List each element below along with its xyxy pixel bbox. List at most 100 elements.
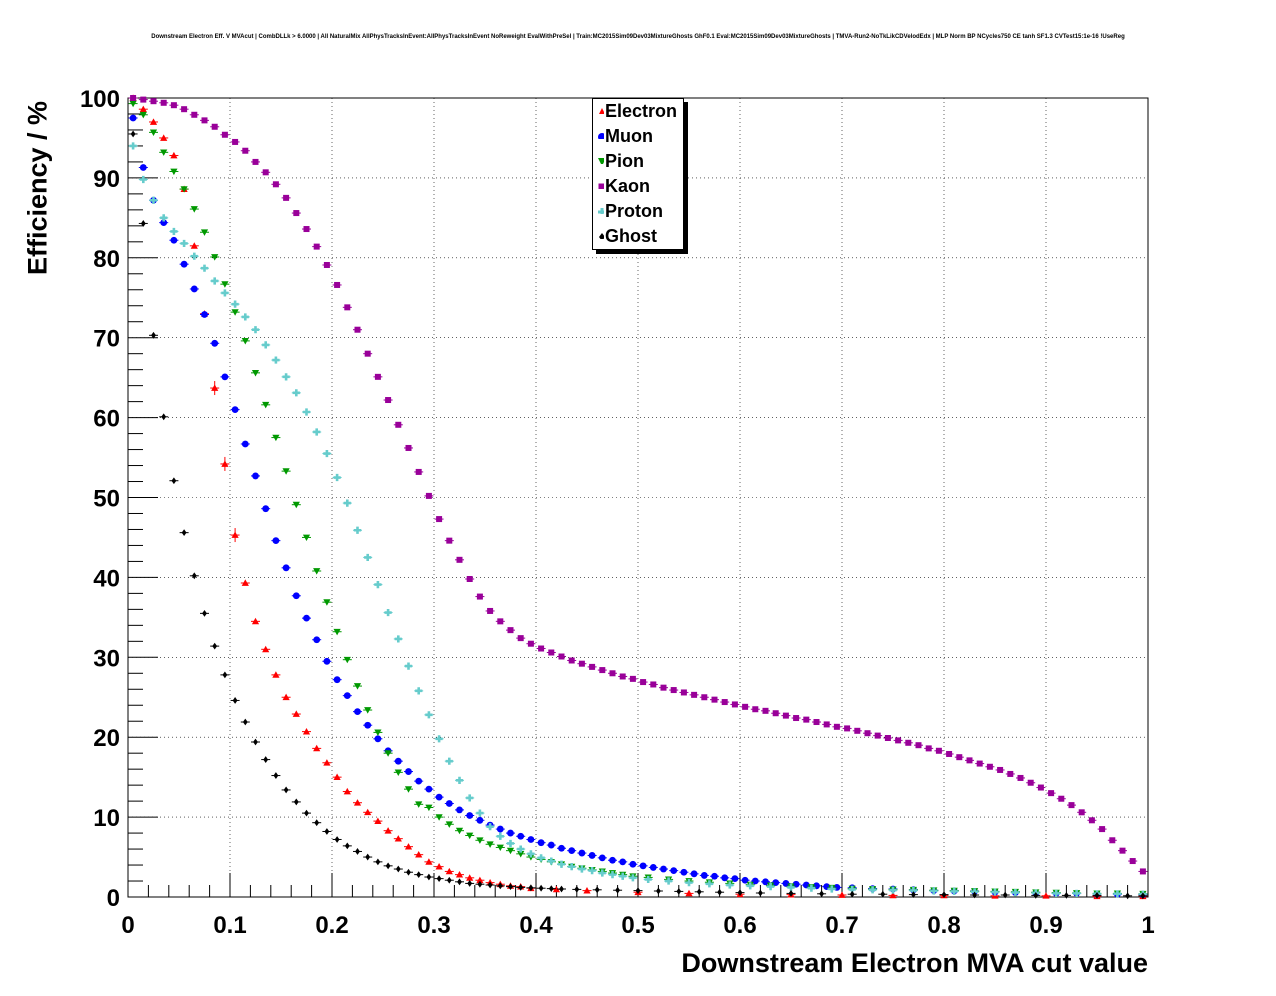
ghost-point [232, 697, 238, 704]
kaon-point [487, 607, 494, 614]
kaon-point [385, 397, 392, 404]
kaon-point [1027, 779, 1034, 786]
electron-point [364, 808, 372, 816]
ghost-point [365, 853, 371, 861]
proton-point [221, 289, 229, 297]
pion-point [160, 149, 168, 156]
pion-point [364, 707, 372, 714]
legend-label: Ghost [605, 226, 657, 246]
muon-point [588, 852, 596, 859]
kaon-point [762, 707, 769, 714]
electron-point [343, 787, 351, 795]
ghost-point [385, 862, 391, 870]
electron-point [404, 843, 413, 850]
ghost-point [1125, 892, 1130, 900]
pion-point [302, 534, 311, 542]
pion-point [425, 804, 433, 812]
proton-point [476, 809, 484, 817]
proton-point [455, 776, 464, 784]
ghost-point [130, 130, 136, 138]
electron-point [251, 617, 260, 625]
ghost-point [242, 718, 248, 726]
proton-point [767, 883, 775, 891]
proton-point [333, 473, 341, 482]
electron-point [262, 645, 270, 653]
kaon-point [833, 723, 840, 730]
x-tick-label: 1 [1141, 912, 1154, 939]
proton-point [1113, 890, 1121, 898]
kaon-point [997, 766, 1004, 773]
proton-point [608, 871, 617, 879]
electron-point [170, 151, 178, 159]
kaon-point [170, 102, 177, 109]
muon-point [180, 260, 188, 268]
electron-point [272, 671, 280, 678]
legend: Electron Muon Pion Kaon Proton Ghost [592, 98, 684, 250]
ghost-point [880, 890, 886, 898]
kaon-point [181, 106, 188, 113]
pion-point [506, 847, 515, 855]
pion-legend-marker [598, 158, 604, 164]
muon-point [660, 865, 667, 873]
electron-point [1042, 892, 1050, 899]
electron-point [435, 863, 443, 870]
muon-point [456, 806, 463, 814]
kaon-point [517, 635, 524, 642]
kaon-point [966, 757, 973, 764]
kaon-point [956, 754, 963, 761]
legend-label: Muon [605, 126, 653, 146]
legend-item-pion: Pion [593, 149, 683, 174]
kaon-point [691, 691, 698, 698]
muon-point [190, 285, 198, 293]
muon-point [231, 406, 239, 414]
ghost-point [263, 756, 269, 763]
kaon-point [1017, 774, 1024, 781]
kaon-point [323, 261, 330, 268]
proton-point [644, 875, 652, 884]
kaon-point [313, 243, 320, 250]
proton-point [848, 885, 856, 894]
proton-point [807, 884, 815, 892]
pion-point [404, 786, 413, 793]
y-tick-label: 10 [93, 805, 120, 832]
kaon-point [935, 747, 942, 754]
kaon-point [242, 147, 249, 154]
proton-point [1052, 889, 1060, 898]
kaon-point [1139, 868, 1146, 875]
proton-point [1011, 889, 1019, 897]
legend-label: Electron [605, 101, 678, 121]
ghost-point [1064, 892, 1069, 899]
ghost-point [344, 842, 350, 850]
muon-point [496, 825, 504, 833]
electron-point [302, 728, 311, 735]
pion-point [313, 568, 321, 575]
ghost-point [324, 828, 330, 835]
electron-point [160, 134, 168, 141]
proton-point [619, 872, 627, 880]
muon-legend-marker [598, 133, 604, 139]
muon-point [690, 870, 698, 878]
kaon-point [262, 169, 269, 176]
pion-point [129, 100, 137, 108]
pion-point [333, 628, 341, 636]
ghost-point [737, 889, 743, 897]
muon-point [639, 862, 647, 870]
proton-legend-marker [598, 208, 604, 214]
muon-point [700, 872, 708, 879]
proton-point [425, 711, 433, 719]
proton-point [517, 845, 525, 853]
muon-point [415, 777, 423, 785]
kaon-point [895, 737, 902, 744]
ghost-point [406, 868, 411, 876]
ghost-point [457, 878, 462, 886]
kaon-point [721, 699, 728, 706]
legend-item-muon: Muon [593, 124, 683, 149]
electron-legend-marker [599, 108, 604, 114]
kaon-point [793, 715, 800, 722]
kaon-point [140, 96, 147, 103]
pion-point [262, 401, 270, 409]
muon-point [762, 878, 769, 886]
muon-point [282, 564, 290, 572]
kaon-point [772, 710, 779, 717]
kaon-point [660, 684, 667, 691]
